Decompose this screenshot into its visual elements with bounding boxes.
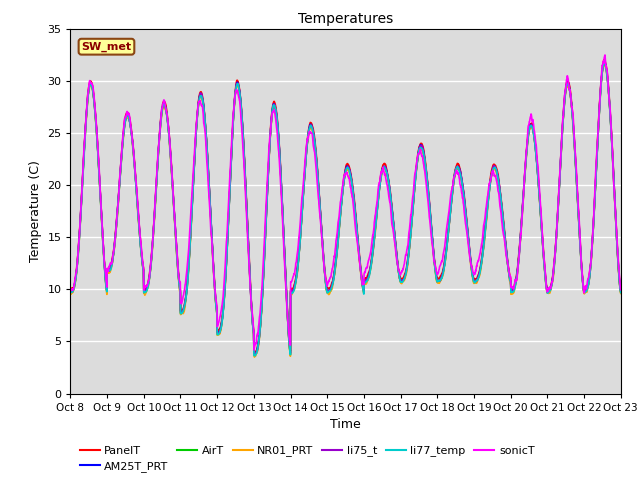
Legend: PanelT, AM25T_PRT, AirT, NR01_PRT, li75_t, li77_temp, sonicT: PanelT, AM25T_PRT, AirT, NR01_PRT, li75_… — [75, 441, 539, 477]
AM25T_PRT — [600, 59, 608, 65]
PanelT — [374, 200, 381, 206]
PanelT — [617, 287, 625, 292]
AirT — [374, 203, 381, 209]
sonicT — [250, 347, 258, 353]
NR01_PRT — [362, 281, 369, 287]
li75_t — [601, 60, 609, 66]
Line: sonicT: sonicT — [70, 55, 621, 350]
AM25T_PRT — [617, 288, 625, 294]
NR01_PRT — [568, 113, 576, 119]
AM25T_PRT — [251, 352, 259, 358]
PanelT — [568, 109, 576, 115]
PanelT — [584, 281, 591, 287]
AirT — [506, 275, 513, 280]
li77_temp — [220, 301, 228, 307]
li77_temp — [362, 279, 369, 285]
AM25T_PRT — [362, 277, 369, 283]
li75_t — [251, 350, 259, 356]
sonicT — [506, 273, 513, 278]
sonicT — [568, 107, 576, 113]
AirT — [617, 289, 625, 295]
li75_t — [362, 278, 369, 284]
NR01_PRT — [67, 291, 74, 297]
PanelT — [251, 349, 259, 355]
sonicT — [220, 282, 228, 288]
NR01_PRT — [584, 286, 591, 291]
li77_temp — [251, 353, 259, 359]
Line: NR01_PRT: NR01_PRT — [70, 63, 621, 357]
AirT — [362, 278, 369, 284]
NR01_PRT — [506, 278, 513, 284]
PanelT — [67, 286, 74, 292]
PanelT — [362, 275, 369, 281]
AM25T_PRT — [220, 300, 228, 305]
AirT — [584, 285, 591, 291]
li77_temp — [67, 289, 74, 295]
Title: Temperatures: Temperatures — [298, 12, 393, 26]
sonicT — [67, 287, 74, 292]
li75_t — [374, 202, 381, 208]
Line: li75_t: li75_t — [70, 63, 621, 353]
Line: PanelT: PanelT — [70, 60, 621, 352]
AirT — [251, 352, 259, 358]
PanelT — [600, 57, 608, 62]
li77_temp — [600, 60, 608, 66]
Line: AM25T_PRT: AM25T_PRT — [70, 62, 621, 355]
AM25T_PRT — [374, 202, 381, 208]
li75_t — [568, 111, 576, 117]
sonicT — [601, 52, 609, 58]
li77_temp — [584, 285, 591, 291]
li75_t — [220, 300, 228, 306]
AM25T_PRT — [568, 111, 576, 117]
AM25T_PRT — [584, 283, 591, 289]
li75_t — [67, 288, 74, 294]
NR01_PRT — [251, 354, 259, 360]
li77_temp — [506, 276, 513, 282]
NR01_PRT — [374, 203, 381, 208]
AirT — [67, 289, 74, 295]
sonicT — [617, 287, 625, 293]
Line: li77_temp: li77_temp — [70, 63, 621, 356]
AM25T_PRT — [506, 275, 513, 281]
li77_temp — [568, 111, 576, 117]
NR01_PRT — [220, 301, 228, 307]
AirT — [220, 300, 228, 305]
NR01_PRT — [617, 291, 625, 297]
AirT — [600, 60, 608, 66]
NR01_PRT — [600, 60, 608, 66]
sonicT — [362, 267, 369, 273]
li75_t — [584, 284, 591, 289]
X-axis label: Time: Time — [330, 418, 361, 431]
li77_temp — [617, 290, 625, 296]
Text: SW_met: SW_met — [81, 42, 132, 52]
sonicT — [584, 277, 591, 283]
li77_temp — [374, 203, 381, 209]
AirT — [568, 112, 576, 118]
sonicT — [374, 193, 381, 199]
li75_t — [506, 275, 513, 281]
Y-axis label: Temperature (C): Temperature (C) — [29, 160, 42, 262]
PanelT — [506, 272, 513, 278]
PanelT — [220, 297, 228, 302]
li75_t — [617, 289, 625, 295]
AM25T_PRT — [67, 288, 74, 294]
Line: AirT: AirT — [70, 63, 621, 355]
